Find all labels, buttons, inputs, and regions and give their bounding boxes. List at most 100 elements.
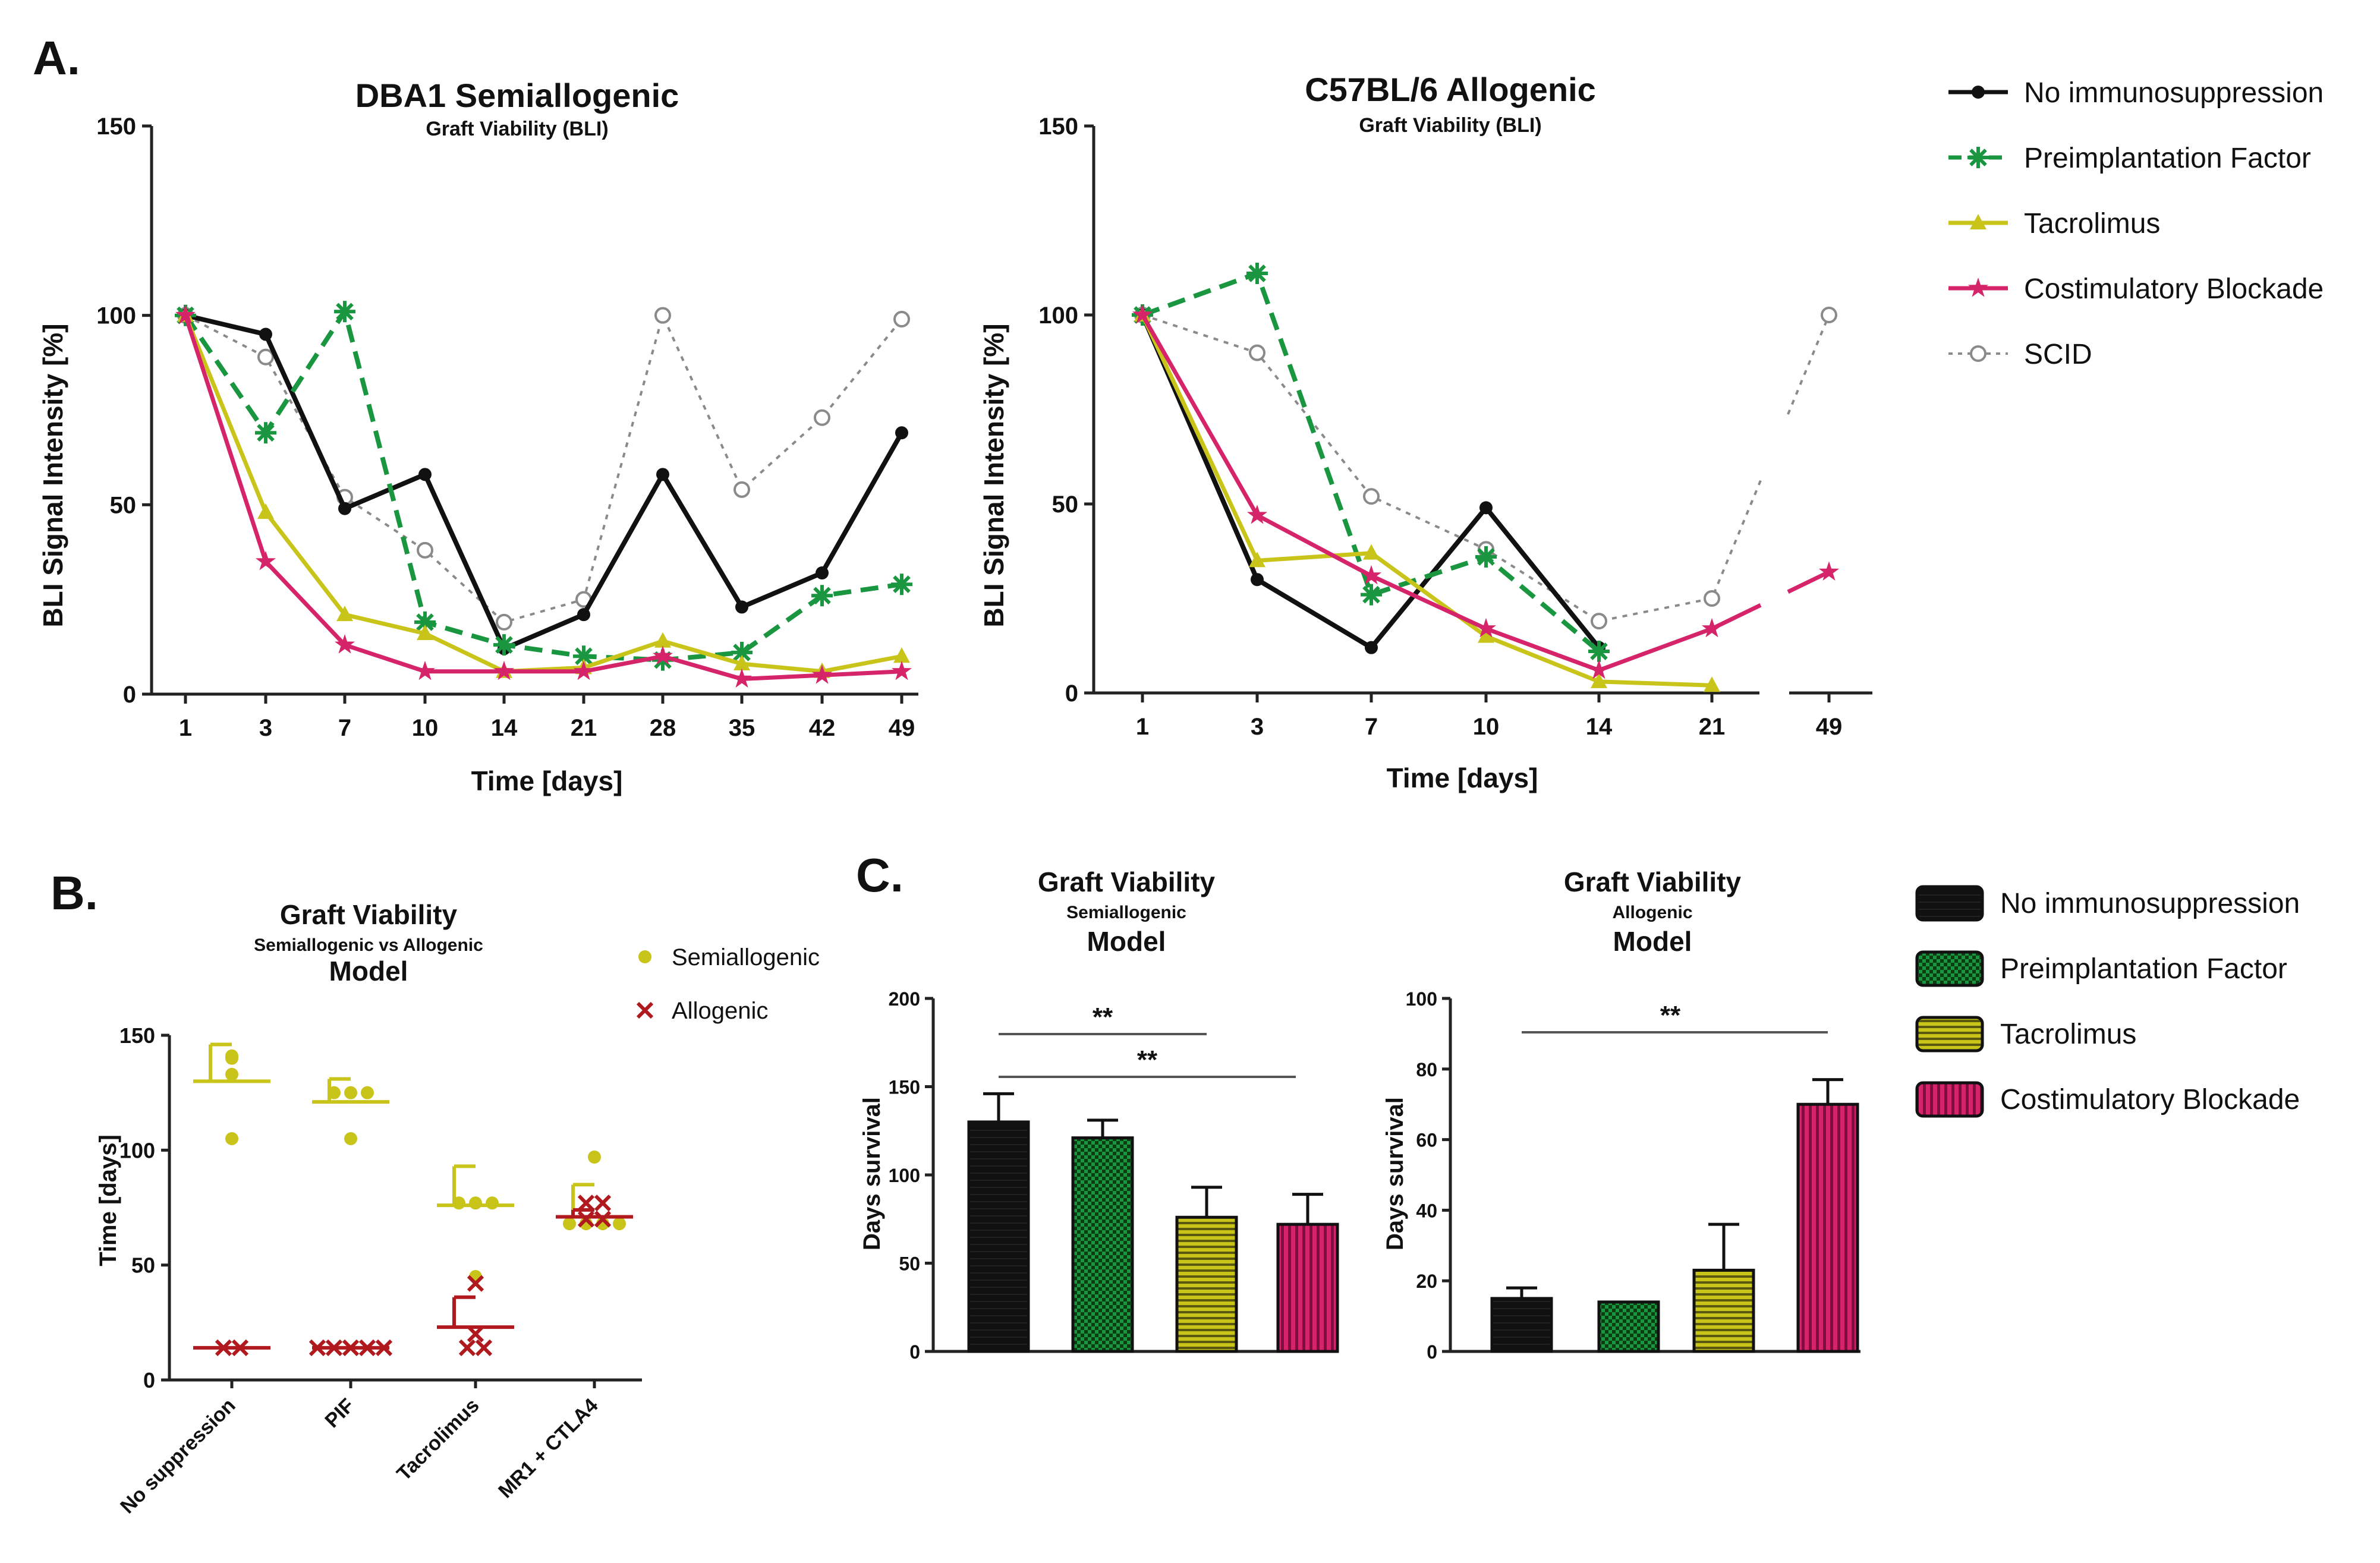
y-tick-label: 60 xyxy=(1416,1130,1437,1151)
y-tick-label: 100 xyxy=(119,1138,155,1162)
chart-b-graft-viability-scatter: Graft Viability Semiallogenic vs Allogen… xyxy=(95,899,642,1518)
data-point xyxy=(814,409,830,426)
chart-c1-model: Model xyxy=(1087,926,1166,957)
y-tick-label: 0 xyxy=(143,1368,155,1392)
bar xyxy=(1276,1222,1339,1353)
legend-b-marker xyxy=(638,950,651,963)
data-point xyxy=(255,550,276,571)
legend-c-label: Costimulatory Blockade xyxy=(2000,1084,2300,1115)
data-point xyxy=(1251,573,1264,587)
data-point xyxy=(1363,544,1380,560)
x-tick-label: 21 xyxy=(1699,714,1726,740)
legend-a-marker xyxy=(1967,147,1989,168)
chart-b-ylabel: Time [days] xyxy=(95,1135,121,1266)
data-point xyxy=(1821,307,1837,323)
semiallogenic-point xyxy=(563,1217,576,1231)
chart-c1-ylabel: Days survival xyxy=(859,1097,885,1250)
data-point xyxy=(417,541,433,559)
data-point xyxy=(255,422,276,444)
legend-b-label: Allogenic xyxy=(672,998,768,1024)
allogenic-point xyxy=(475,1339,493,1356)
data-point xyxy=(654,307,671,324)
chart-c2-model: Model xyxy=(1613,926,1692,957)
y-tick-label: 50 xyxy=(899,1253,920,1275)
chart-b-subtitle: Semiallogenic vs Allogenic xyxy=(254,935,483,955)
legend-a-label: SCID xyxy=(2024,339,2092,370)
chart-a2-xlabel: Time [days] xyxy=(1387,762,1538,793)
y-tick-label: 50 xyxy=(1052,491,1079,518)
legend-a-label: Costimulatory Blockade xyxy=(2024,273,2324,305)
x-tick-label: 14 xyxy=(491,715,518,741)
data-point xyxy=(893,647,910,663)
allogenic-point xyxy=(458,1339,476,1356)
x-tick-label: 21 xyxy=(571,715,597,741)
data-point xyxy=(573,660,594,680)
data-point xyxy=(1588,659,1610,679)
legend-b: Semiallogenic Allogenic xyxy=(636,944,820,1024)
x-tick-label: 10 xyxy=(412,715,439,741)
data-point xyxy=(1363,488,1380,505)
data-point xyxy=(816,566,829,580)
data-point xyxy=(1132,304,1153,324)
legend-b-label: Semiallogenic xyxy=(672,944,820,970)
legend-a-label: No immunosuppression xyxy=(2024,77,2324,109)
chart-c2-title: Graft Viability xyxy=(1564,866,1742,897)
y-tick-label: 0 xyxy=(123,682,136,708)
legend-c-swatch xyxy=(1915,1016,1984,1052)
x-tick-label: PIF xyxy=(320,1394,358,1432)
series-line-1 xyxy=(183,309,902,663)
allogenic-point xyxy=(467,1275,484,1292)
data-point xyxy=(895,426,908,440)
chart-a1-subtitle: Graft Viability (BLI) xyxy=(426,118,608,140)
panel-c-letter: C. xyxy=(856,849,903,902)
y-tick-label: 20 xyxy=(1416,1271,1437,1292)
data-point xyxy=(1475,617,1497,638)
legend-a-label: Tacrolimus xyxy=(2024,208,2160,240)
significance-label: ** xyxy=(1660,1001,1681,1030)
data-point xyxy=(811,664,833,684)
data-point xyxy=(731,668,753,688)
data-point xyxy=(257,348,274,365)
x-tick-label: Tacrolimus xyxy=(392,1394,483,1485)
semiallogenic-point xyxy=(613,1217,626,1231)
x-tick-label: 3 xyxy=(1251,714,1264,740)
data-point xyxy=(573,645,594,667)
series-line-4 xyxy=(1142,314,1830,623)
data-point xyxy=(1246,263,1268,284)
chart-c2-ylabel: Days survival xyxy=(1382,1097,1408,1250)
bar xyxy=(1597,1300,1660,1353)
data-point xyxy=(414,611,436,633)
chart-a1-dba1-semiallogenic: DBA1 Semiallogenic Graft Viability (BLI)… xyxy=(37,77,918,796)
chart-a1-title: DBA1 Semiallogenic xyxy=(355,77,679,114)
y-tick-label: 150 xyxy=(96,114,136,140)
data-point xyxy=(417,625,433,641)
legend-a-marker xyxy=(1967,278,1989,297)
data-point xyxy=(496,613,512,631)
x-tick-label: 49 xyxy=(1816,714,1843,740)
x-tick-label: 35 xyxy=(729,715,755,741)
legend-c: No immunosuppression Preimplantation Fact… xyxy=(1915,885,2300,1118)
data-point xyxy=(891,660,912,680)
allogenic-point xyxy=(467,1325,484,1343)
y-tick-label: 100 xyxy=(1406,988,1437,1010)
legend-a-marker xyxy=(1972,86,1985,99)
allogenic-point xyxy=(577,1211,595,1228)
data-point xyxy=(334,634,355,654)
data-point xyxy=(175,304,196,324)
bar xyxy=(1796,1102,1859,1353)
semiallogenic-point xyxy=(469,1196,482,1210)
allogenic-point xyxy=(594,1211,612,1228)
semiallogenic-point xyxy=(588,1150,601,1164)
x-tick-label: 28 xyxy=(650,715,676,741)
significance-label: ** xyxy=(1093,1003,1113,1032)
legend-c-swatch xyxy=(1915,1081,1984,1118)
bar xyxy=(967,1120,1030,1353)
data-point xyxy=(414,660,436,680)
y-tick-label: 0 xyxy=(1065,680,1078,707)
chart-c2-subtitle: Allogenic xyxy=(1612,903,1692,922)
y-tick-label: 0 xyxy=(909,1341,920,1363)
x-tick-label: 14 xyxy=(1586,714,1613,740)
x-tick-label: 7 xyxy=(338,715,351,741)
data-point xyxy=(893,311,910,328)
